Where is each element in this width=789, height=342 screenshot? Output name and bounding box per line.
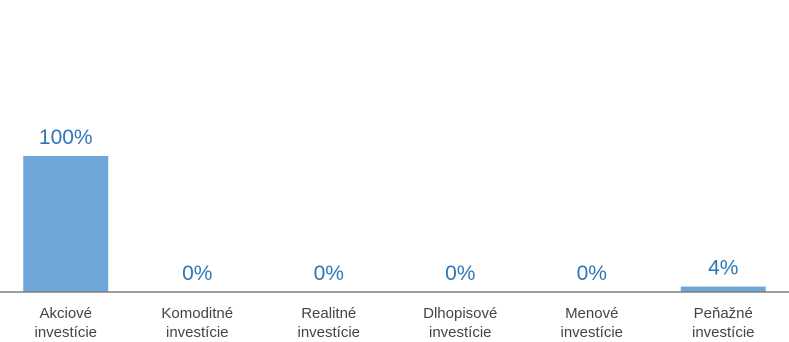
bar-value-label: 0% <box>445 262 475 285</box>
category-label: Komoditné investície <box>161 305 233 341</box>
category-label: Peňažné investície <box>692 305 755 341</box>
category-label-line: Komoditné <box>161 305 233 322</box>
category-label-line: investície <box>429 324 492 341</box>
category-label: Akciové investície <box>34 305 97 341</box>
bar-value-label: 0% <box>182 262 212 285</box>
category-label: Menové investície <box>560 305 623 341</box>
category-label-line: investície <box>166 324 229 341</box>
category-label: Realitné investície <box>297 305 360 341</box>
bar <box>680 286 766 292</box>
category-label-line: investície <box>692 324 755 341</box>
value-labels-group: 100% 0% 0% 0% 0% 4% <box>39 126 739 285</box>
category-label-line: investície <box>297 324 360 341</box>
bar <box>23 156 109 292</box>
category-label-line: Dlhopisové <box>423 305 497 322</box>
category-label: Dlhopisové investície <box>423 305 497 341</box>
category-label-line: investície <box>560 324 623 341</box>
category-label-line: Realitné <box>301 305 356 322</box>
bar-value-label: 100% <box>39 126 93 149</box>
category-label-line: investície <box>34 324 97 341</box>
bar-value-label: 0% <box>314 262 344 285</box>
bar-value-label: 4% <box>708 257 738 280</box>
bars-group <box>23 156 766 292</box>
category-label-line: Peňažné <box>694 305 753 322</box>
bar-value-label: 0% <box>577 262 607 285</box>
category-label-line: Akciové <box>39 305 92 322</box>
category-label-line: Menové <box>565 305 618 322</box>
